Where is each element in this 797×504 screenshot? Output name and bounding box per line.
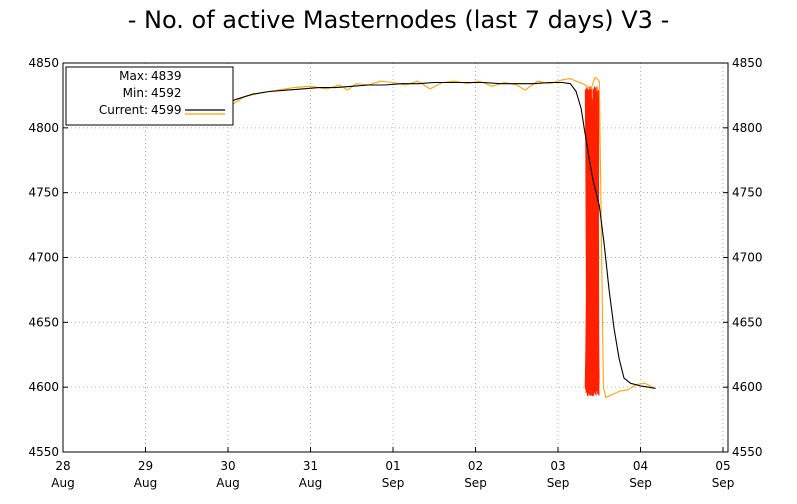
y-tick-label-left: 4650 [28, 315, 59, 329]
legend-max-value: 4839 [151, 69, 182, 83]
x-tick-label-month: Sep [382, 476, 405, 490]
smoothed-series-line [82, 81, 656, 390]
chart-title: - No. of active Masternodes (last 7 days… [127, 6, 670, 34]
x-tick-label-day: 31 [303, 459, 318, 473]
x-tick-label-month: Sep [547, 476, 570, 490]
y-tick-label-right: 4700 [732, 251, 763, 265]
y-tick-label-left: 4850 [28, 56, 59, 70]
legend-box: Max: 4839 Min: 4592 Current: 4599 [65, 66, 234, 126]
spike-scribble [584, 86, 600, 397]
axis-tick-labels: 4550 4550 4600 4600 4650 4650 4700 4700 4750 4750… [28, 56, 762, 490]
y-tick-label-right: 4600 [732, 380, 763, 394]
legend-max-label: Max: [119, 69, 148, 83]
y-tick-label-left: 4700 [28, 251, 59, 265]
y-tick-label-left: 4750 [28, 186, 59, 200]
x-tick-label-day: 05 [715, 459, 730, 473]
legend-current-label: Current: [99, 103, 148, 117]
axis-ticks [62, 62, 728, 453]
x-tick-label-month: Aug [51, 476, 74, 490]
x-tick-label-day: 28 [55, 459, 70, 473]
legend-min-label: Min: [123, 86, 148, 100]
x-tick-label-month: Sep [464, 476, 487, 490]
y-tick-label-left: 4600 [28, 380, 59, 394]
x-tick-label-month: Aug [216, 476, 239, 490]
x-tick-label-day: 04 [633, 459, 648, 473]
x-tick-label-day: 29 [138, 459, 153, 473]
legend-min-value: 4592 [151, 86, 182, 100]
legend-current-value: 4599 [151, 103, 182, 117]
x-tick-label-month: Sep [712, 476, 735, 490]
y-tick-label-right: 4750 [732, 186, 763, 200]
x-tick-label-month: Aug [299, 476, 322, 490]
y-tick-label-left: 4550 [28, 445, 59, 459]
x-tick-label-day: 30 [220, 459, 235, 473]
y-tick-label-right: 4650 [732, 315, 763, 329]
x-tick-label-day: 02 [468, 459, 483, 473]
x-tick-label-month: Aug [134, 476, 157, 490]
x-tick-label-day: 03 [550, 459, 565, 473]
y-tick-label-right: 4850 [732, 56, 763, 70]
y-tick-label-right: 4550 [732, 445, 763, 459]
x-tick-label-day: 01 [385, 459, 400, 473]
y-tick-label-right: 4800 [732, 121, 763, 135]
spike-band [584, 86, 600, 397]
y-tick-label-left: 4800 [28, 121, 59, 135]
x-tick-label-month: Sep [629, 476, 652, 490]
